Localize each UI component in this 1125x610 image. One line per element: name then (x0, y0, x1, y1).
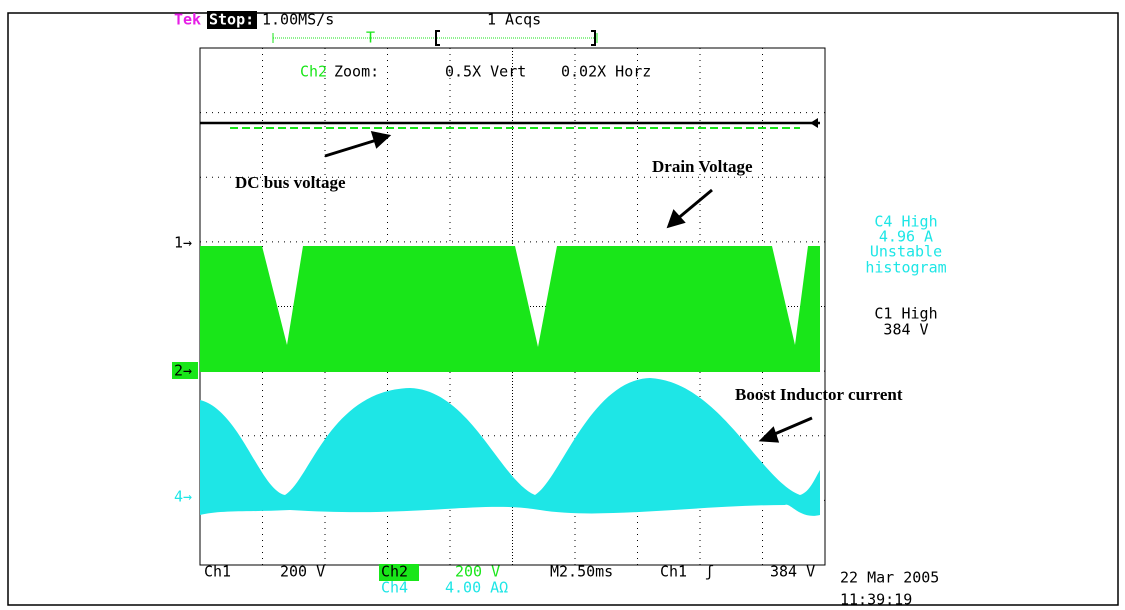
dc-bus-label: DC bus voltage (235, 173, 346, 192)
footer-ch1: Ch1 (204, 563, 231, 581)
acquisitions: 1 Acqs (487, 11, 541, 29)
timebase: M2.50ms (550, 563, 613, 581)
zoom-horz: 0.02X Horz (561, 63, 651, 81)
ch2-marker: 2→ (174, 362, 192, 380)
trigger-slope: ʃ (705, 563, 714, 581)
trigger-source: Ch1 (660, 563, 687, 581)
zoom-vert: 0.5X Vert (445, 63, 526, 81)
c1-value: 384 V (883, 321, 928, 339)
date: 22 Mar 2005 (840, 569, 939, 587)
ch4-marker: 4→ (174, 488, 192, 506)
brand: Tek (174, 11, 201, 29)
boost-label: Boost Inductor current (735, 385, 903, 404)
footer-ch1-scale: 200 V (280, 563, 325, 581)
zoom-channel: Ch2 (300, 63, 327, 81)
ch1-marker: 1→ (174, 234, 192, 252)
state: Stop: (209, 11, 254, 29)
c4-status: histogram (865, 259, 946, 277)
inductor-current-trace (200, 378, 820, 516)
trigger-mark: T (366, 29, 375, 47)
footer-ch4: Ch4 (381, 579, 408, 597)
drain-label: Drain Voltage (652, 157, 753, 176)
footer-ch4-scale: 4.00 AΩ (445, 579, 508, 597)
sample-rate: 1.00MS/s (262, 11, 334, 29)
scope-figure: Tek Stop: 1.00MS/s 1 Acqs T Ch2 Zoom: 0.… (0, 0, 1125, 610)
zoom-label: Zoom: (334, 63, 379, 81)
trigger-level: 384 V (770, 563, 815, 581)
time: 11:39:19 (840, 591, 912, 609)
drain-trace (200, 246, 820, 372)
dc-bus-marker (810, 118, 818, 128)
